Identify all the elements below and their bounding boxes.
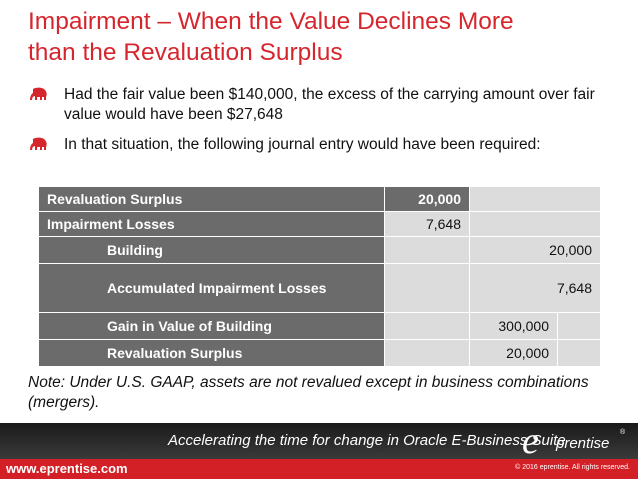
debit-cell: 7,648 <box>385 212 470 237</box>
table-row: Accumulated Impairment Losses 7,648 <box>39 264 601 313</box>
credit-cell: 20,000 <box>470 340 558 367</box>
credit-cell: 7,648 <box>470 264 601 313</box>
bullet-text: In that situation, the following journal… <box>64 136 541 153</box>
table-row: Gain in Value of Building 300,000 <box>39 313 601 340</box>
footer: Accelerating the time for change in Orac… <box>0 420 638 479</box>
copyright-text: © 2016 eprentise. All rights reserved. <box>515 464 630 471</box>
account-cell: Gain in Value of Building <box>39 313 385 340</box>
account-cell: Accumulated Impairment Losses <box>39 264 385 313</box>
table-row: Revaluation Surplus 20,000 <box>39 187 601 212</box>
logo-registered: ® <box>620 429 626 436</box>
table-row: Impairment Losses 7,648 <box>39 212 601 237</box>
elephant-icon <box>30 137 47 150</box>
website-link[interactable]: www.eprentise.com <box>6 461 128 476</box>
eprentise-logo: e prentise ® <box>520 420 630 462</box>
debit-cell <box>385 313 470 340</box>
footer-band <box>0 423 638 459</box>
debit-cell <box>385 264 470 313</box>
account-cell: Revaluation Surplus <box>39 187 385 212</box>
account-cell: Building <box>39 237 385 264</box>
account-cell: Impairment Losses <box>39 212 385 237</box>
table-row: Revaluation Surplus 20,000 <box>39 340 601 367</box>
credit-cell <box>470 212 601 237</box>
footer-tagline: Accelerating the time for change in Orac… <box>168 432 566 449</box>
footnote: Note: Under U.S. GAAP, assets are not re… <box>28 374 589 411</box>
credit-cell <box>470 187 601 212</box>
logo-text: prentise <box>556 435 610 452</box>
title-line-1: Impairment – When the Value Declines Mor… <box>28 8 514 35</box>
journal-entry-table: Revaluation Surplus 20,000 Impairment Lo… <box>39 187 601 367</box>
credit-cell: 300,000 <box>470 313 558 340</box>
elephant-icon <box>30 87 47 100</box>
bullet-text: Had the fair value been $140,000, the ex… <box>64 86 595 123</box>
bullet-item: In that situation, the following journal… <box>30 135 620 155</box>
table-row: Building 20,000 <box>39 237 601 264</box>
bullet-list: Had the fair value been $140,000, the ex… <box>30 85 620 165</box>
debit-cell: 20,000 <box>385 187 470 212</box>
logo-letter: e <box>522 420 539 462</box>
account-cell: Revaluation Surplus <box>39 340 385 367</box>
credit-cell: 20,000 <box>470 237 601 264</box>
debit-cell <box>385 237 470 264</box>
blank-cell <box>558 340 601 367</box>
slide-title: Impairment – When the Value Declines Mor… <box>28 6 628 68</box>
bullet-item: Had the fair value been $140,000, the ex… <box>30 85 620 125</box>
blank-cell <box>558 313 601 340</box>
debit-cell <box>385 340 470 367</box>
title-line-2: than the Revaluation Surplus <box>28 39 343 66</box>
footer-red-strip <box>0 459 638 479</box>
